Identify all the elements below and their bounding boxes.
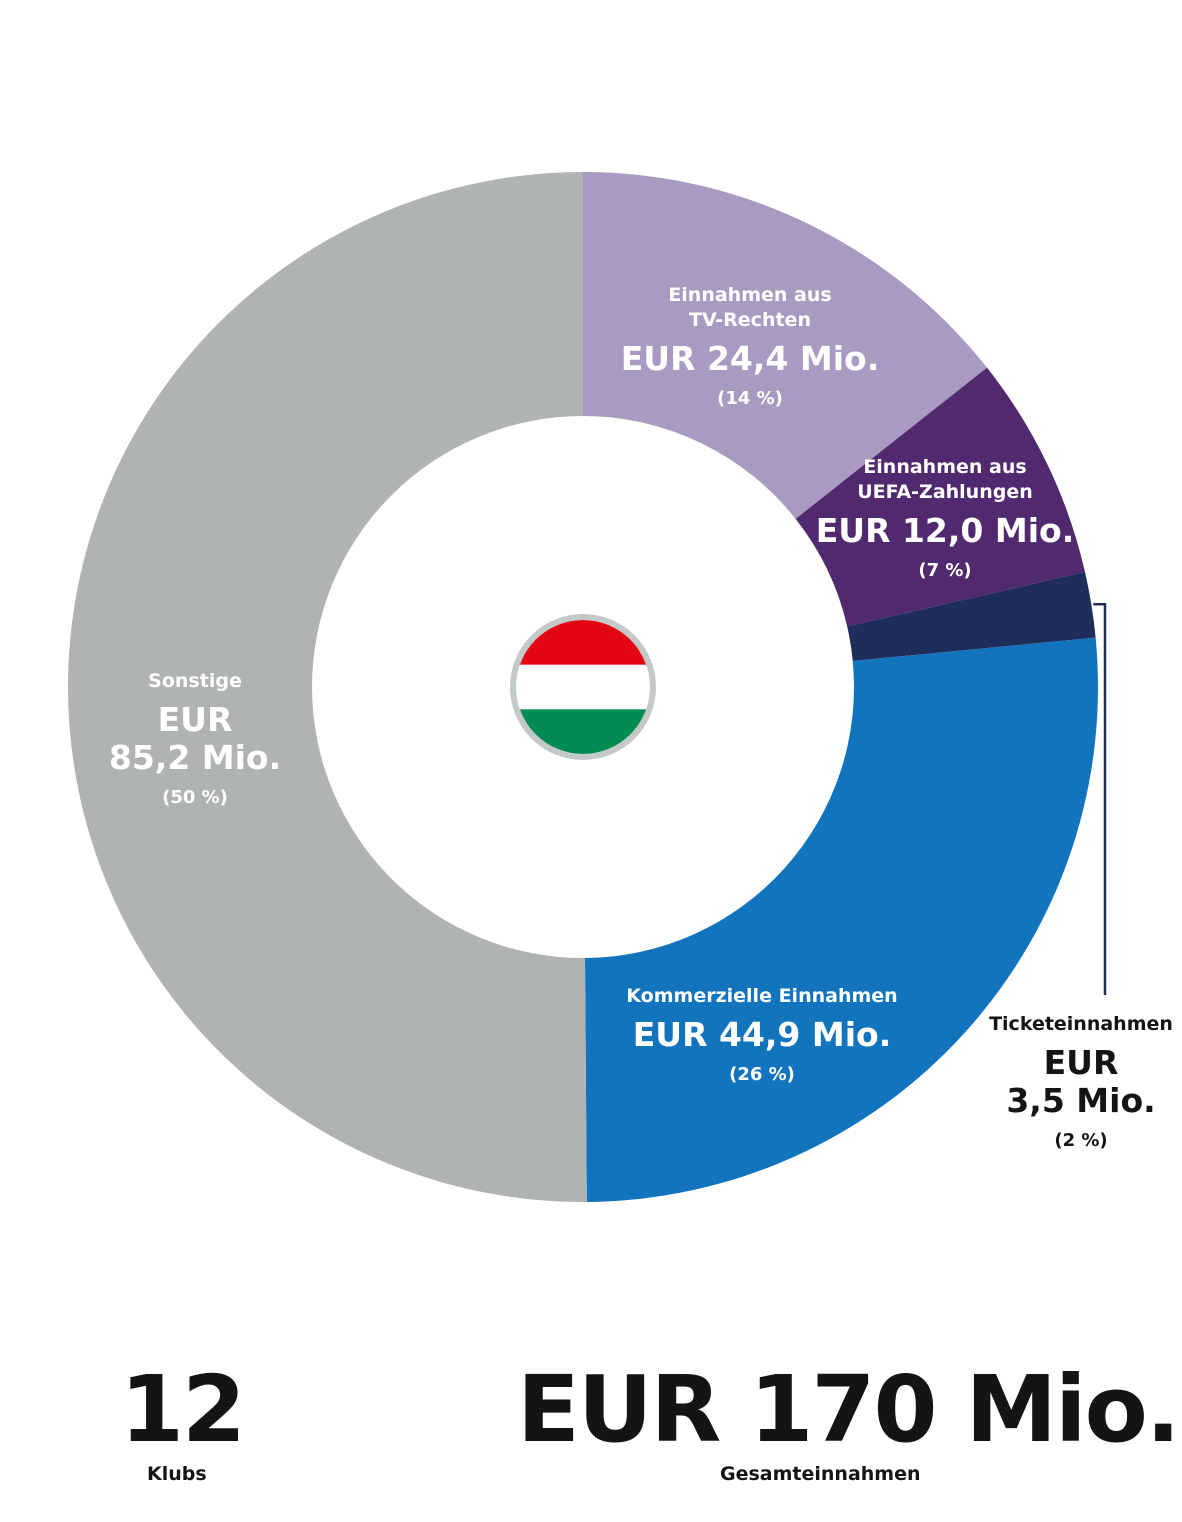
label-kommerzielle-einnahmen-line-2: (26 %) [729, 1064, 795, 1085]
flag-ring [510, 614, 656, 760]
total-revenue-label: Gesamteinnahmen [720, 1463, 921, 1485]
slice-kommerzielle-einnahmen [585, 637, 1099, 1202]
callout-line-ticketeinnahmen [1093, 602, 1107, 995]
label-sonstige-line-3: (50 %) [162, 787, 228, 808]
label-ticketeinnahmen-line-1: EUR [1044, 1043, 1119, 1082]
flag-stripe-2 [516, 709, 650, 754]
label-einnahmen-aus-tv-rechten-line-2: EUR 24,4 Mio. [621, 339, 880, 378]
slice-einnahmen-aus-tv-rechten [583, 172, 987, 519]
hungary-flag-icon [510, 614, 656, 760]
label-ticketeinnahmen-line-3: (2 %) [1054, 1130, 1107, 1151]
slice-ticketeinnahmen [847, 571, 1096, 661]
clubs-count: 12 [120, 1356, 246, 1463]
label-sonstige-line-1: EUR [158, 700, 233, 739]
label-einnahmen-aus-tv-rechten-line-3: (14 %) [717, 388, 783, 409]
label-einnahmen-aus-uefa-zahlungen-line-2: EUR 12,0 Mio. [816, 511, 1075, 550]
slice-einnahmen-aus-uefa-zahlungen [795, 367, 1085, 627]
slice-sonstige [68, 172, 587, 1202]
flag-stripe-1 [516, 664, 650, 710]
clubs-label: Klubs [147, 1463, 207, 1485]
label-ticketeinnahmen-line-0: Ticketeinnahmen [989, 1013, 1173, 1035]
label-einnahmen-aus-tv-rechten-line-0: Einnahmen aus [668, 284, 831, 306]
total-revenue-value: EUR 170 Mio. [517, 1356, 1181, 1463]
label-einnahmen-aus-uefa-zahlungen: Einnahmen aus UEFA-Zahlungen EUR 12,0 Mio.… [816, 456, 1075, 581]
label-sonstige-line-2: 85,2 Mio. [109, 738, 281, 777]
label-kommerzielle-einnahmen-line-1: EUR 44,9 Mio. [633, 1015, 892, 1054]
flag-stripe-0 [516, 620, 650, 666]
label-einnahmen-aus-uefa-zahlungen-line-3: (7 %) [918, 560, 971, 581]
label-kommerzielle-einnahmen: Kommerzielle Einnahmen EUR 44,9 Mio. (26 %… [626, 985, 897, 1085]
label-einnahmen-aus-uefa-zahlungen-line-0: Einnahmen aus [863, 456, 1026, 478]
label-ticketeinnahmen-line-2: 3,5 Mio. [1006, 1081, 1155, 1120]
label-einnahmen-aus-tv-rechten-line-1: TV-Rechten [689, 309, 811, 331]
label-sonstige-line-0: Sonstige [148, 670, 242, 692]
label-einnahmen-aus-tv-rechten: Einnahmen aus TV-Rechten EUR 24,4 Mio. (14 … [621, 284, 880, 409]
label-einnahmen-aus-uefa-zahlungen-line-1: UEFA-Zahlungen [857, 481, 1033, 503]
label-kommerzielle-einnahmen-line-0: Kommerzielle Einnahmen [626, 985, 897, 1007]
